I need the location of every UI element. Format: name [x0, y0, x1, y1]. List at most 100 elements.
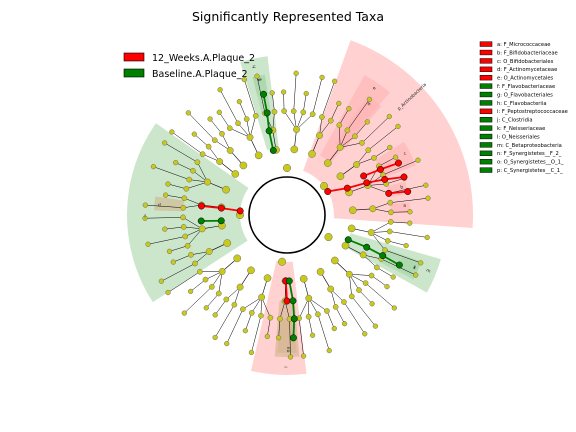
branch — [242, 296, 262, 310]
branch — [335, 306, 345, 324]
branch — [373, 147, 390, 159]
node — [180, 224, 187, 230]
branch — [271, 92, 275, 112]
taxa-legend-swatch — [479, 125, 493, 131]
branch — [206, 293, 219, 308]
node — [263, 274, 272, 282]
node — [344, 127, 351, 134]
node — [205, 143, 212, 150]
taxa-legend-swatch — [479, 66, 493, 72]
branch — [215, 299, 227, 316]
node — [280, 89, 287, 95]
branch — [389, 231, 428, 238]
node — [226, 125, 233, 131]
branch — [209, 118, 223, 134]
node — [425, 195, 431, 201]
node — [277, 315, 283, 322]
node — [366, 96, 373, 102]
node — [150, 164, 157, 170]
node — [188, 288, 194, 295]
branch — [187, 228, 203, 246]
sig-b-node — [385, 189, 393, 197]
node — [341, 241, 350, 250]
clade-label: c — [403, 151, 408, 157]
taxa-legend-label: c: O_Bifidobacteriales — [497, 59, 554, 65]
node — [216, 109, 222, 115]
sig-p-node — [236, 207, 244, 215]
node — [327, 285, 335, 293]
branch — [153, 166, 190, 180]
node — [211, 137, 218, 143]
node — [254, 151, 263, 160]
root-ring — [248, 176, 326, 254]
chart-title: Significantly Represented Taxa — [192, 9, 384, 24]
node — [390, 274, 396, 280]
node — [197, 268, 203, 275]
node — [309, 332, 316, 338]
node — [198, 225, 206, 233]
node — [316, 268, 325, 276]
node — [271, 108, 278, 115]
node — [181, 310, 187, 316]
node — [362, 280, 369, 286]
sig-b-node — [404, 188, 412, 195]
taxa-legend-label: a: F_Micrococcaceae — [497, 42, 550, 48]
node — [331, 256, 339, 265]
sig-i-node — [283, 297, 291, 305]
clade-label: p — [158, 202, 161, 207]
branch — [161, 263, 196, 282]
sig-m-node — [379, 252, 387, 260]
node — [231, 301, 238, 308]
branch — [278, 318, 281, 338]
node — [388, 209, 394, 216]
clade-label: o — [285, 350, 290, 353]
branch — [244, 79, 256, 116]
branch — [390, 221, 410, 224]
node — [180, 214, 186, 221]
node — [384, 238, 391, 244]
node — [299, 275, 308, 283]
node — [205, 248, 213, 255]
taxa-legend-label: g: O_Flavobacteriales — [497, 92, 553, 98]
node — [235, 120, 241, 127]
branch — [308, 297, 328, 312]
branch — [197, 162, 208, 183]
taxa-legend-swatch — [479, 100, 493, 106]
branch — [390, 197, 429, 203]
node — [316, 132, 323, 139]
sig-c-node — [360, 172, 368, 180]
node — [347, 224, 356, 233]
branch — [354, 121, 368, 137]
node — [393, 154, 399, 160]
node — [236, 283, 244, 291]
node — [247, 266, 255, 275]
node — [222, 185, 230, 194]
node — [424, 234, 430, 241]
branch — [317, 314, 330, 351]
node — [341, 299, 347, 305]
node — [215, 290, 222, 297]
taxa-legend-swatch — [479, 159, 493, 165]
node — [258, 312, 264, 319]
branch — [296, 114, 313, 130]
node — [223, 296, 230, 303]
branch — [349, 274, 352, 297]
group-legend: 12_Weeks.A.Plaque_2 Baseline.A.Plaque_2 — [123, 52, 255, 80]
sig-actinobacteria-node — [381, 175, 389, 183]
node — [180, 204, 187, 211]
branch — [378, 157, 396, 167]
node — [367, 229, 375, 236]
node — [276, 335, 282, 341]
node — [418, 260, 424, 266]
node — [362, 331, 368, 337]
node — [145, 241, 151, 247]
legend-label-12wk: 12_Weeks.A.Plaque_2 — [152, 53, 255, 64]
taxa-legend-swatch — [479, 142, 493, 148]
node — [203, 305, 209, 311]
node — [331, 325, 337, 332]
node — [241, 76, 247, 83]
branch — [245, 312, 253, 331]
branch — [361, 116, 390, 144]
taxa-legend-swatch — [479, 167, 493, 173]
node — [186, 176, 193, 183]
